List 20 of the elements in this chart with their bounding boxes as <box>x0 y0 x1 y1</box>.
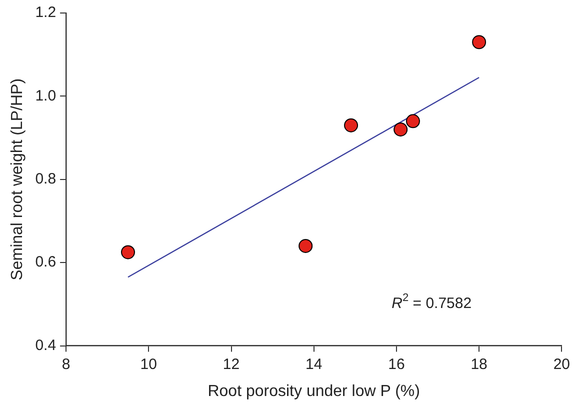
point <box>298 238 313 253</box>
y-tick-label: 0.4 <box>35 336 56 354</box>
point <box>344 118 358 132</box>
x-tick-label: 14 <box>306 356 322 373</box>
point <box>472 35 486 50</box>
y-tick-label: 0.8 <box>35 170 56 188</box>
point <box>121 245 136 260</box>
x-tick-label: 10 <box>140 356 157 373</box>
x-tick-label: 20 <box>553 356 570 373</box>
point <box>406 114 420 128</box>
point <box>394 122 408 136</box>
x-tick-label: 18 <box>470 356 488 373</box>
y-axis-title: Seminal root weight (LP/HP) <box>9 78 26 280</box>
y-tick-label: 0.6 <box>35 254 56 271</box>
y-tick-label: 1.2 <box>35 4 56 22</box>
x-axis-title: Root porosity under low P (%) <box>208 382 420 400</box>
x-tick-label: 16 <box>388 356 405 373</box>
x-tick-label: 8 <box>62 356 70 373</box>
y-tick-label: 1.0 <box>35 87 56 104</box>
x-tick-label: 12 <box>222 356 240 373</box>
